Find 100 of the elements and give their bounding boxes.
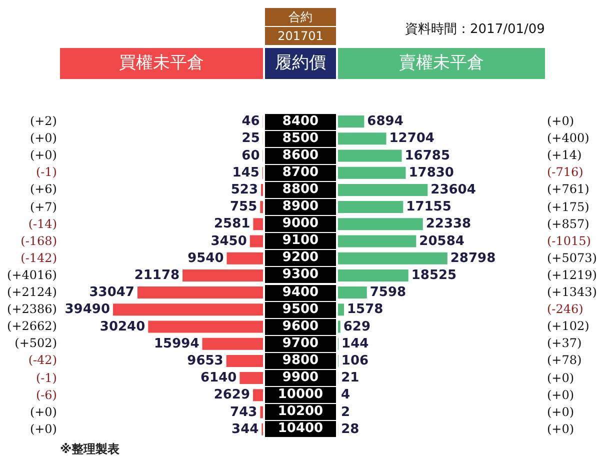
y-tick-label: 9200	[265, 250, 336, 266]
data-label: 144	[342, 336, 369, 352]
text: (-1)	[34, 370, 57, 386]
data-label: 39490	[64, 302, 110, 318]
text: (+502)	[14, 335, 57, 352]
data-label: 33047	[89, 285, 134, 300]
data-label: 46	[242, 114, 260, 130]
text: (+2386)	[6, 301, 57, 318]
text: (+78)	[547, 352, 582, 370]
text: (+0)	[28, 147, 57, 164]
data-label: 60	[242, 148, 260, 164]
data-label: 28	[341, 422, 360, 437]
y-tick-label: 9900	[265, 370, 336, 386]
text: (+175)	[547, 198, 590, 216]
bar	[338, 150, 402, 162]
text: (+5073)	[547, 250, 597, 267]
y-tick-label: 8400	[265, 114, 336, 130]
y-tick-label: 8500	[265, 130, 336, 147]
data-label: 12704	[389, 131, 434, 146]
data-label: 17830	[408, 165, 454, 180]
text: (+2662)	[6, 318, 57, 336]
bar	[338, 252, 448, 264]
text: (+2124)	[6, 284, 57, 301]
bar	[260, 201, 263, 214]
data-label: 16785	[404, 148, 450, 164]
bar	[338, 304, 344, 316]
data-label: 743	[230, 404, 258, 420]
text: 201701	[265, 27, 336, 45]
text: (+0)	[28, 404, 57, 421]
y-tick-label: 10200	[265, 404, 336, 420]
text: (+0)	[547, 420, 574, 438]
y-tick-label: 9500	[265, 302, 336, 318]
bar	[338, 132, 386, 145]
text: (+0)	[547, 370, 574, 386]
data-label: 6140	[200, 370, 237, 386]
bar	[338, 166, 406, 179]
y-tick-label: 8600	[265, 148, 336, 164]
data-label: 18525	[411, 268, 457, 283]
data-label: 22338	[426, 216, 472, 232]
bar	[226, 252, 263, 264]
y-tick-label: 10400	[265, 421, 336, 438]
data-label: 28798	[450, 250, 496, 266]
data-label: 21178	[134, 268, 180, 283]
y-axis-title: 履約價	[265, 48, 336, 79]
data-label: 2581	[214, 216, 250, 232]
text: 買權未平倉	[60, 48, 263, 79]
data-label: 9540	[188, 250, 224, 266]
text: (-1)	[34, 164, 57, 182]
data-label: 523	[230, 182, 258, 198]
bar	[338, 116, 364, 128]
y-tick-label: 9700	[265, 336, 336, 352]
bar	[338, 269, 408, 282]
text: (+102)	[547, 318, 590, 336]
data-label: 755	[230, 200, 258, 215]
text: (+0)	[547, 386, 574, 404]
text: (+0)	[28, 130, 57, 148]
bar	[338, 184, 428, 196]
data-label: 30240	[100, 319, 146, 334]
data-label: 3450	[210, 234, 247, 249]
text: (+2)	[28, 113, 57, 130]
bar	[338, 235, 416, 248]
data-label: 17155	[406, 200, 452, 215]
text: (-14)	[27, 216, 57, 233]
data-label: 20584	[419, 234, 464, 249]
data-label: 629	[343, 319, 371, 334]
text: (-716)	[547, 164, 584, 182]
bar	[253, 389, 263, 402]
y-tick-label: 10000	[265, 387, 336, 404]
text: (-142)	[20, 250, 57, 267]
bar	[250, 235, 263, 248]
text: (-42)	[27, 352, 57, 370]
text: (+0)	[547, 113, 574, 130]
data-label: 2	[341, 404, 350, 420]
data-label: 23604	[430, 182, 476, 198]
data-label: 15994	[154, 336, 200, 352]
data-label: 25	[242, 131, 260, 146]
text: (+1343)	[547, 284, 597, 301]
data-label: 21	[341, 370, 360, 386]
data-label: 9653	[187, 353, 224, 368]
text: (+0)	[547, 404, 574, 421]
bar	[253, 218, 263, 230]
y-tick-label: 9400	[265, 284, 336, 301]
data-label: 1578	[346, 302, 384, 318]
bar	[137, 286, 263, 299]
text: (-246)	[547, 301, 584, 318]
text: (+6)	[28, 181, 57, 198]
bar	[240, 372, 263, 384]
y-tick-label: 9000	[265, 216, 336, 232]
data-label: 106	[341, 353, 369, 368]
text: (-168)	[20, 232, 57, 250]
text: (+400)	[547, 130, 590, 148]
bar	[148, 320, 263, 333]
data-label: 6894	[367, 114, 404, 130]
text: (+761)	[547, 181, 590, 198]
text: (+37)	[547, 335, 582, 352]
text: 賣權未平倉	[338, 48, 545, 79]
y-tick-label: 8900	[265, 199, 336, 216]
bar	[338, 286, 367, 299]
y-tick-label: 8800	[265, 182, 336, 198]
text: (+7)	[28, 198, 57, 216]
